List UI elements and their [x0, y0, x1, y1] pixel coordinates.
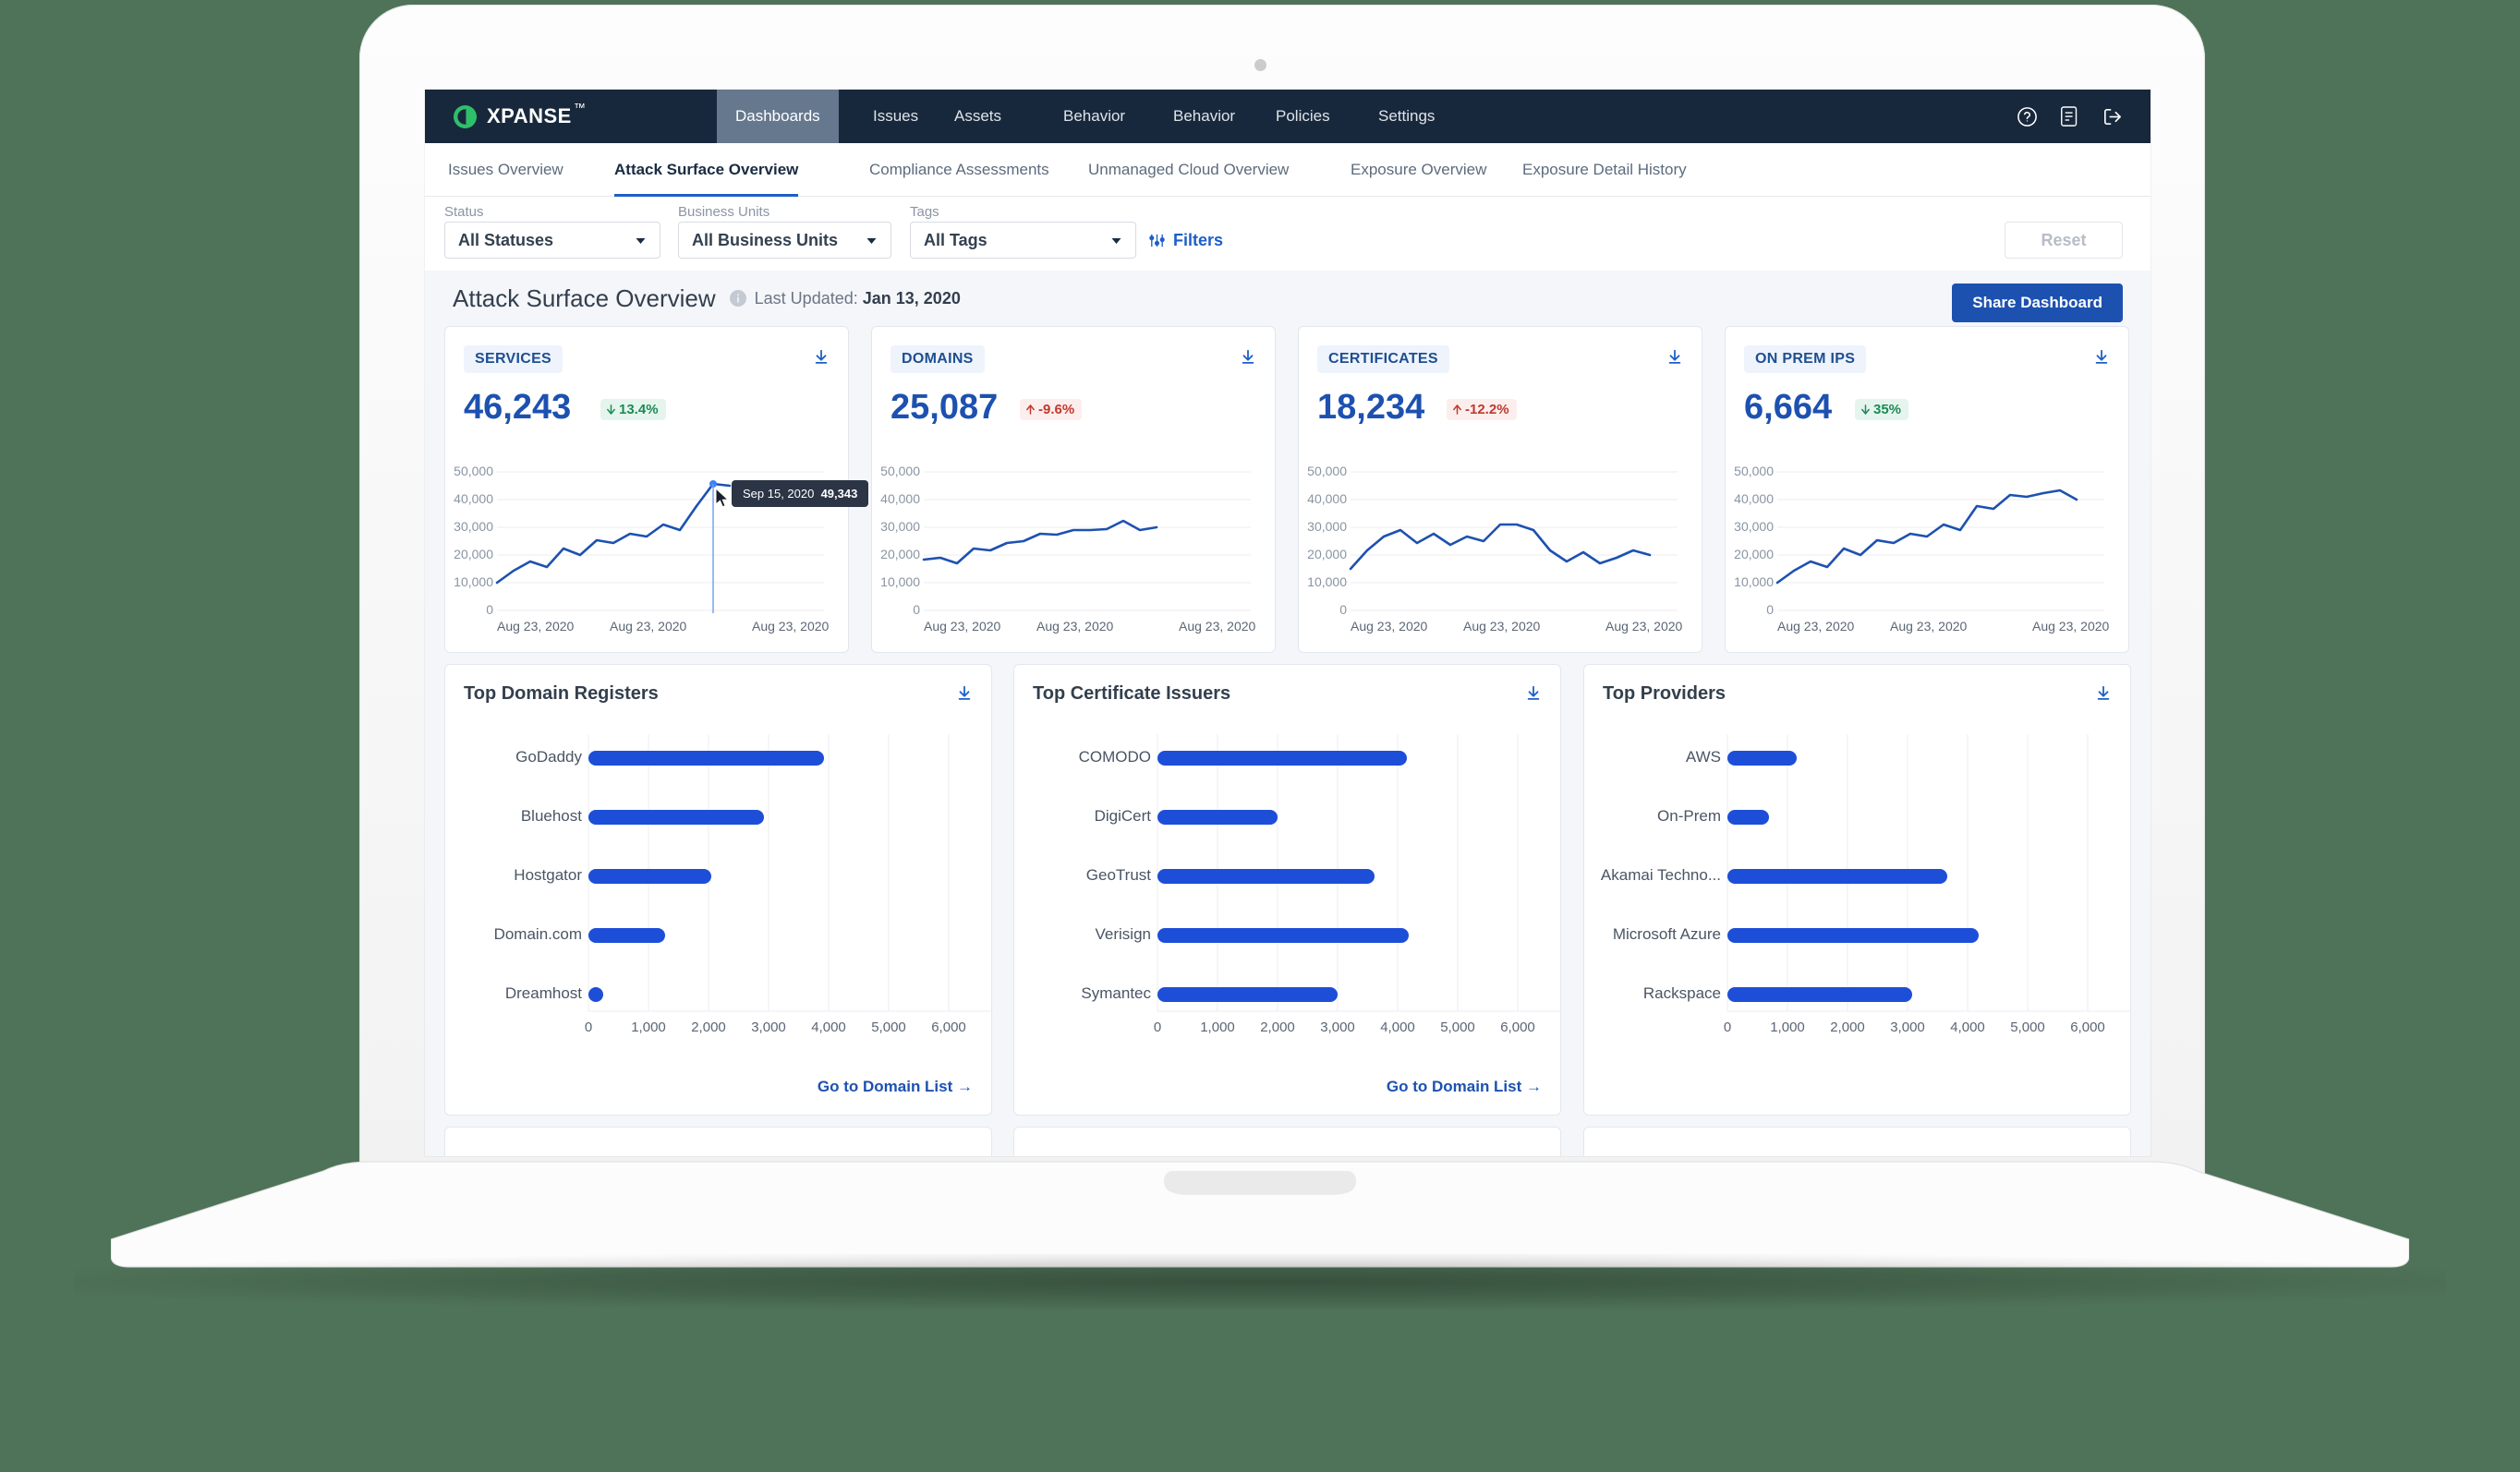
svg-text:10,000: 10,000	[1307, 574, 1347, 589]
svg-text:5,000: 5,000	[2010, 1020, 2045, 1035]
svg-text:Aug 23, 2020: Aug 23, 2020	[1463, 619, 1541, 633]
svg-text:40,000: 40,000	[1734, 491, 1774, 506]
svg-text:Aug 23, 2020: Aug 23, 2020	[1351, 619, 1428, 633]
svg-text:3,000: 3,000	[1890, 1020, 1925, 1035]
svg-text:3,000: 3,000	[751, 1020, 786, 1035]
svg-text:Symantec: Symantec	[1081, 984, 1151, 1002]
svg-text:Aug 23, 2020: Aug 23, 2020	[1890, 619, 1968, 633]
svg-text:50,000: 50,000	[880, 464, 920, 478]
svg-text:0: 0	[1154, 1020, 1161, 1035]
svg-text:Hostgator: Hostgator	[514, 866, 582, 884]
svg-text:5,000: 5,000	[1440, 1020, 1475, 1035]
svg-text:10,000: 10,000	[1734, 574, 1774, 589]
svg-text:0: 0	[486, 602, 493, 617]
svg-text:Akamai Techno...: Akamai Techno...	[1601, 866, 1721, 884]
svg-text:4,000: 4,000	[811, 1020, 846, 1035]
svg-text:20,000: 20,000	[1307, 547, 1347, 561]
svg-text:40,000: 40,000	[880, 491, 920, 506]
svg-text:0: 0	[1724, 1020, 1731, 1035]
svg-text:AWS: AWS	[1686, 748, 1721, 766]
svg-text:2,000: 2,000	[691, 1020, 726, 1035]
svg-text:Aug 23, 2020: Aug 23, 2020	[610, 619, 687, 633]
svg-text:2,000: 2,000	[1830, 1020, 1865, 1035]
svg-text:20,000: 20,000	[454, 547, 493, 561]
svg-text:Aug 23, 2020: Aug 23, 2020	[1777, 619, 1855, 633]
svg-text:DigiCert: DigiCert	[1095, 807, 1152, 825]
svg-text:Bluehost: Bluehost	[521, 807, 582, 825]
svg-text:Microsoft Azure: Microsoft Azure	[1613, 925, 1721, 943]
svg-text:0: 0	[913, 602, 920, 617]
svg-text:40,000: 40,000	[454, 491, 493, 506]
svg-text:50,000: 50,000	[1734, 464, 1774, 478]
svg-text:Aug 23, 2020: Aug 23, 2020	[1036, 619, 1114, 633]
svg-text:1,000: 1,000	[631, 1020, 666, 1035]
svg-text:Aug 23, 2020: Aug 23, 2020	[1179, 619, 1256, 633]
svg-text:40,000: 40,000	[1307, 491, 1347, 506]
svg-text:GoDaddy: GoDaddy	[515, 748, 582, 766]
svg-text:Aug 23, 2020: Aug 23, 2020	[2032, 619, 2110, 633]
svg-text:10,000: 10,000	[880, 574, 920, 589]
svg-text:2,000: 2,000	[1260, 1020, 1295, 1035]
svg-text:GeoTrust: GeoTrust	[1086, 866, 1152, 884]
svg-text:0: 0	[1339, 602, 1347, 617]
svg-text:20,000: 20,000	[880, 547, 920, 561]
svg-text:50,000: 50,000	[454, 464, 493, 478]
svg-text:30,000: 30,000	[880, 519, 920, 534]
svg-text:Aug 23, 2020: Aug 23, 2020	[924, 619, 1001, 633]
svg-text:4,000: 4,000	[1380, 1020, 1415, 1035]
svg-text:Aug 23, 2020: Aug 23, 2020	[497, 619, 575, 633]
svg-text:30,000: 30,000	[454, 519, 493, 534]
svg-text:6,000: 6,000	[2070, 1020, 2105, 1035]
svg-text:50,000: 50,000	[1307, 464, 1347, 478]
svg-text:Aug 23, 2020: Aug 23, 2020	[1605, 619, 1683, 633]
svg-text:30,000: 30,000	[1307, 519, 1347, 534]
svg-text:Domain.com: Domain.com	[494, 925, 582, 943]
svg-text:Aug 23, 2020: Aug 23, 2020	[752, 619, 830, 633]
svg-text:1,000: 1,000	[1770, 1020, 1805, 1035]
svg-text:10,000: 10,000	[454, 574, 493, 589]
svg-text:5,000: 5,000	[871, 1020, 906, 1035]
svg-text:Verisign: Verisign	[1096, 925, 1151, 943]
svg-text:20,000: 20,000	[1734, 547, 1774, 561]
svg-text:6,000: 6,000	[1500, 1020, 1535, 1035]
svg-text:0: 0	[1766, 602, 1774, 617]
svg-text:0: 0	[585, 1020, 592, 1035]
svg-text:6,000: 6,000	[931, 1020, 966, 1035]
svg-text:30,000: 30,000	[1734, 519, 1774, 534]
svg-text:Rackspace: Rackspace	[1643, 984, 1721, 1002]
svg-text:COMODO: COMODO	[1079, 748, 1151, 766]
svg-text:4,000: 4,000	[1950, 1020, 1985, 1035]
svg-text:Dreamhost: Dreamhost	[505, 984, 582, 1002]
svg-text:1,000: 1,000	[1200, 1020, 1235, 1035]
svg-text:3,000: 3,000	[1320, 1020, 1355, 1035]
svg-text:On-Prem: On-Prem	[1657, 807, 1721, 825]
